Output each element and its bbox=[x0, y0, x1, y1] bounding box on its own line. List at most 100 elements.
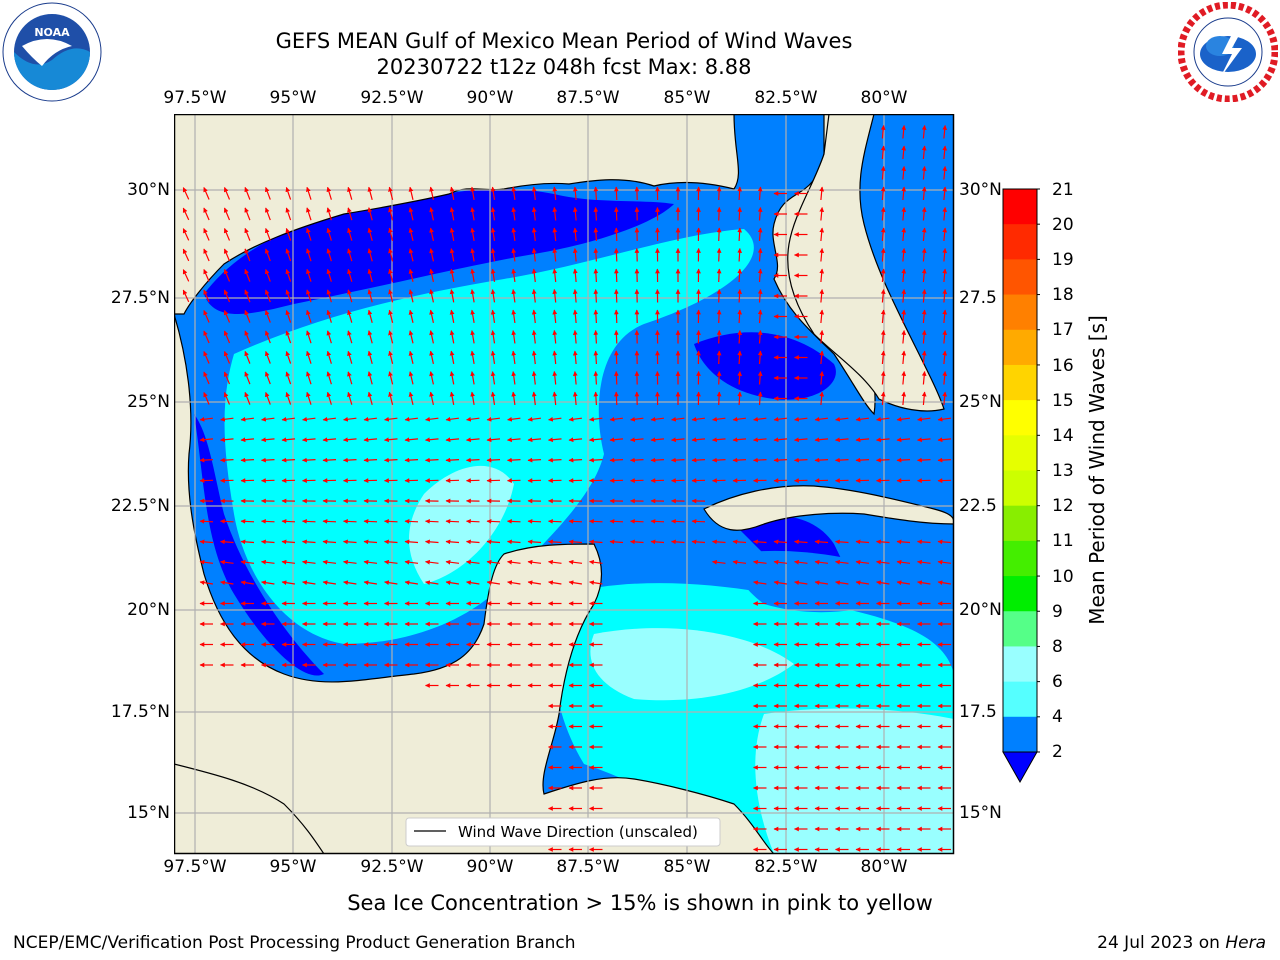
wind-arrow bbox=[264, 309, 271, 323]
lat-tick-left: 30°N bbox=[127, 180, 170, 200]
wind-arrow bbox=[470, 186, 475, 201]
wind-arrow bbox=[306, 248, 312, 262]
wind-arrow bbox=[609, 519, 624, 524]
wind-arrow bbox=[917, 437, 931, 443]
lon-tick-top: 92.5°W bbox=[360, 88, 424, 108]
wind-arrow bbox=[753, 539, 767, 545]
wind-arrow bbox=[819, 330, 825, 344]
wind-arrow bbox=[917, 559, 931, 565]
wind-arrow bbox=[896, 457, 911, 463]
wind-arrow bbox=[757, 330, 763, 344]
wind-arrow bbox=[404, 416, 418, 422]
colorbar-tick: 8 bbox=[1052, 637, 1063, 657]
wind-arrow bbox=[548, 519, 562, 524]
wind-arrow bbox=[429, 268, 434, 283]
wind-arrow bbox=[753, 457, 767, 463]
wind-arrow bbox=[240, 437, 255, 443]
wind-arrow bbox=[408, 207, 414, 221]
wind-arrow bbox=[285, 350, 292, 364]
wind-arrow bbox=[589, 416, 603, 422]
wind-arrow bbox=[388, 186, 394, 200]
colorbar-tick: 6 bbox=[1052, 672, 1063, 692]
wind-arrow bbox=[552, 186, 558, 201]
period-zone-6-8 bbox=[409, 465, 514, 584]
wind-arrow bbox=[614, 330, 619, 344]
wind-arrow bbox=[347, 268, 353, 282]
wind-arrow bbox=[876, 437, 890, 443]
wind-arrow bbox=[220, 580, 234, 586]
wind-arrow bbox=[568, 580, 582, 586]
wind-arrow bbox=[408, 248, 414, 262]
wind-arrow bbox=[942, 227, 948, 242]
wind-arrow bbox=[223, 392, 231, 405]
wind-arrow bbox=[347, 289, 353, 303]
wind-arrow bbox=[876, 580, 890, 586]
wind-arrow bbox=[285, 207, 292, 221]
wind-arrow bbox=[347, 371, 353, 385]
wind-arrows bbox=[182, 125, 952, 852]
colorbar-segment bbox=[1003, 681, 1037, 718]
wind-arrow bbox=[896, 580, 910, 586]
wind-arrow bbox=[737, 248, 743, 262]
wind-arrow bbox=[302, 416, 316, 422]
wind-arrow bbox=[901, 166, 907, 180]
wind-arrow bbox=[531, 186, 537, 201]
wind-arrow bbox=[614, 248, 619, 262]
wind-arrow bbox=[347, 350, 353, 364]
wind-arrow bbox=[855, 559, 870, 565]
wind-arrow bbox=[855, 580, 869, 586]
wind-arrow bbox=[490, 186, 496, 200]
wind-arrow bbox=[880, 125, 886, 139]
colorbar-tick: 16 bbox=[1052, 356, 1074, 376]
wind-arrow bbox=[285, 186, 292, 200]
wind-arrow bbox=[322, 519, 337, 524]
wind-arrow bbox=[244, 248, 251, 262]
wind-arrow bbox=[716, 309, 722, 324]
wind-arrow bbox=[589, 457, 603, 463]
wind-arrow bbox=[449, 186, 455, 201]
wind-arrow bbox=[757, 391, 763, 406]
sea-ice-note: Sea Ice Concentration > 15% is shown in … bbox=[347, 891, 933, 915]
period-zone-0-2 bbox=[694, 332, 836, 400]
colorbar-tick: 2 bbox=[1052, 742, 1063, 762]
wind-arrow bbox=[429, 186, 434, 201]
lon-tick-top: 95°W bbox=[269, 88, 317, 108]
wind-arrow bbox=[942, 350, 948, 365]
colorbar-segment bbox=[1003, 716, 1037, 752]
lon-tick-bottom: 90°W bbox=[466, 857, 514, 877]
wind-arrow bbox=[470, 227, 475, 242]
wind-arrow bbox=[819, 391, 825, 406]
wind-arrow bbox=[347, 186, 353, 200]
wind-arrow bbox=[347, 227, 353, 241]
wind-arrow bbox=[199, 437, 214, 443]
wind-arrow bbox=[835, 580, 849, 586]
wind-arrow bbox=[322, 539, 337, 545]
lon-tick-bottom: 95°W bbox=[269, 857, 317, 877]
wind-arrow bbox=[794, 416, 808, 422]
lon-tick-top: 97.5°W bbox=[163, 88, 227, 108]
wind-arrow bbox=[388, 309, 394, 323]
wind-arrow bbox=[757, 289, 763, 303]
wind-arrow bbox=[384, 416, 398, 422]
wind-arrow bbox=[306, 268, 312, 282]
wind-arrow bbox=[614, 371, 619, 385]
wind-arrow bbox=[712, 559, 726, 565]
wind-arrow bbox=[322, 437, 337, 443]
wind-arrow bbox=[593, 186, 599, 201]
wind-arrow bbox=[552, 350, 558, 365]
wind-arrow bbox=[322, 416, 336, 422]
wind-arrow bbox=[507, 559, 521, 565]
wind-arrow bbox=[507, 457, 521, 463]
wind-arrow bbox=[486, 416, 500, 422]
wind-arrow bbox=[490, 207, 496, 221]
wind-arrow bbox=[552, 391, 558, 406]
wind-arrow bbox=[589, 519, 603, 524]
wind-arrow bbox=[425, 437, 439, 443]
wind-arrow bbox=[425, 580, 439, 586]
wind-arrow bbox=[445, 437, 460, 443]
wind-arrow bbox=[716, 289, 722, 303]
wind-arrow bbox=[486, 580, 500, 586]
wind-arrow bbox=[572, 391, 578, 406]
wind-arrow bbox=[896, 416, 910, 422]
lon-tick-bottom: 97.5°W bbox=[163, 857, 227, 877]
